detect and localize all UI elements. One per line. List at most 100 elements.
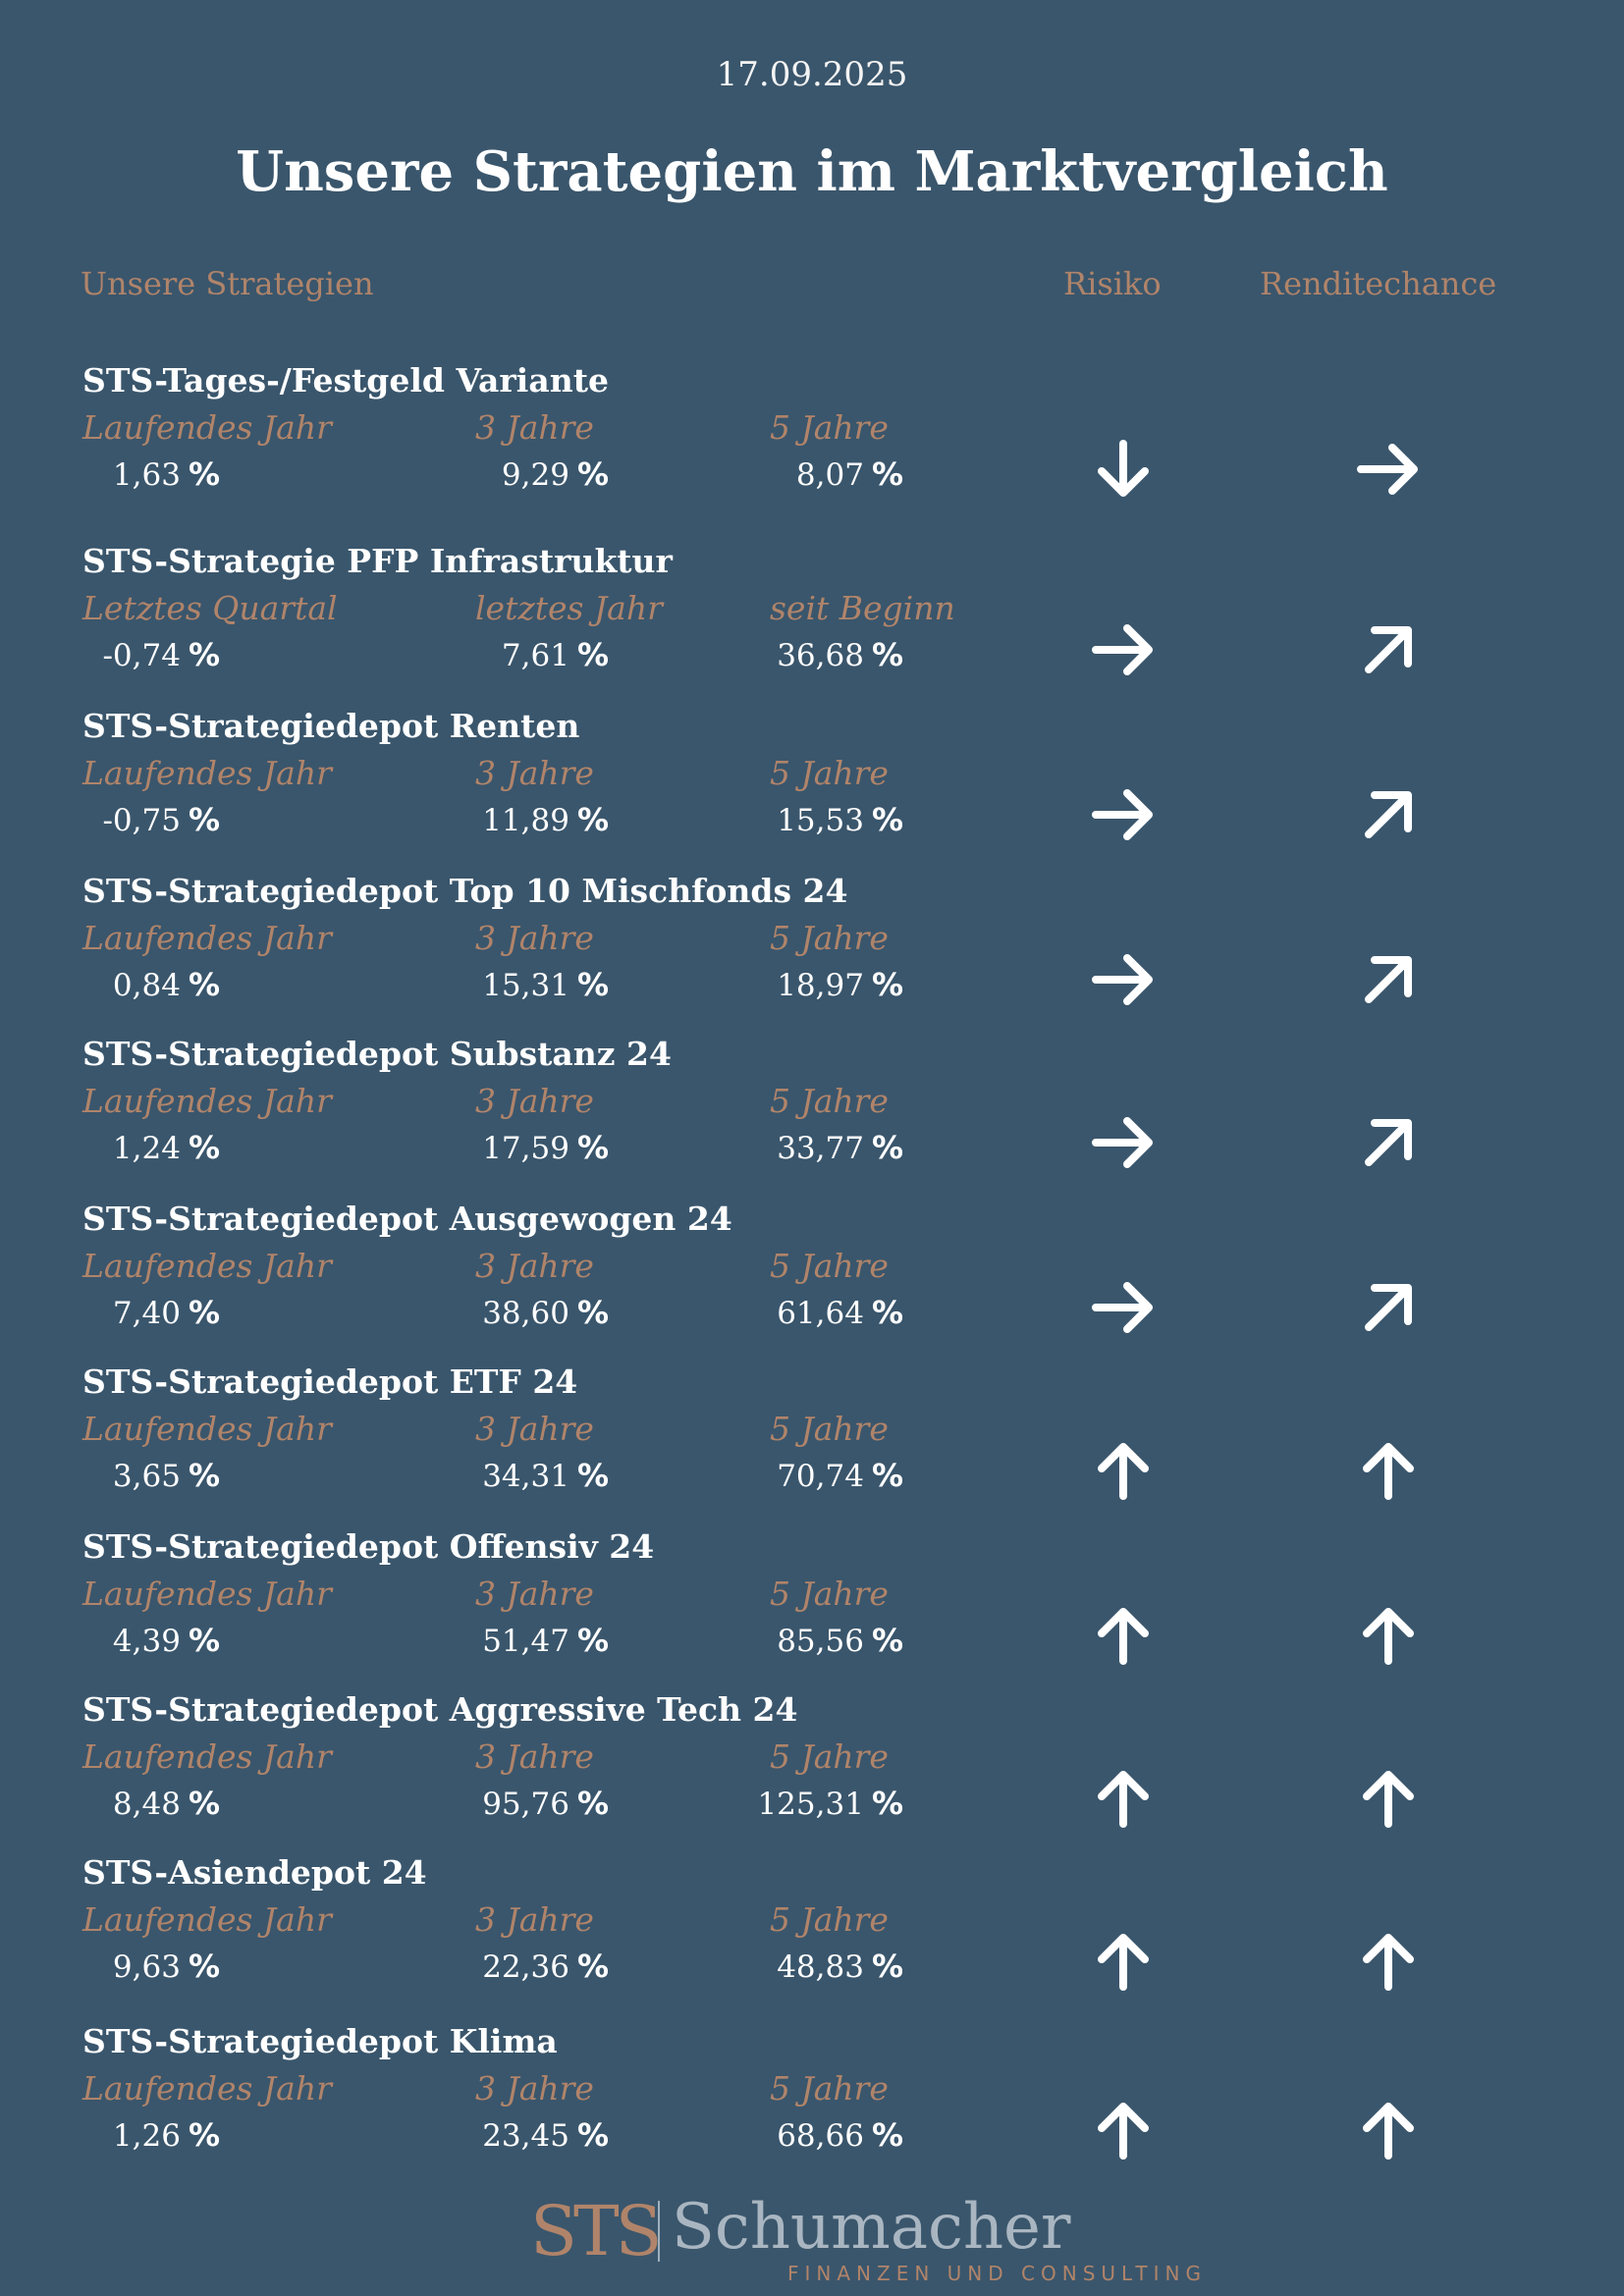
chance-arrow-up-icon — [1353, 1763, 1424, 1834]
performance-value: 18,97% — [707, 966, 903, 1003]
chance-arrow-up-right-icon — [1353, 1272, 1424, 1343]
performance-value: 1,24% — [24, 1129, 220, 1166]
strategy-row: STS-Strategiedepot Offensiv 24 Laufendes … — [0, 1527, 1624, 1692]
percent-sign: % — [576, 2116, 609, 2154]
period-label: 5 Jahre — [770, 1900, 889, 1939]
percent-sign: % — [871, 1129, 903, 1166]
period-label: Laufendes Jahr — [82, 1082, 332, 1120]
strategy-name: STS-Tages-/Festgeld Variante — [82, 361, 609, 400]
period-label: Laufendes Jahr — [82, 1900, 332, 1939]
value-number: 1,63 — [112, 457, 181, 493]
value-number: 3,65 — [112, 1459, 181, 1494]
performance-value: 0,84% — [24, 966, 220, 1003]
percent-sign: % — [188, 1129, 220, 1166]
period-label: 3 Jahre — [475, 2069, 594, 2108]
value-number: 1,26 — [112, 2118, 181, 2154]
risk-arrow-up-icon — [1088, 1435, 1159, 1506]
strategy-row: STS-Strategie PFP Infrastruktur Letztes Q… — [0, 542, 1624, 707]
percent-sign: % — [871, 1457, 903, 1494]
value-number: 9,29 — [501, 457, 569, 493]
percent-sign: % — [188, 2116, 220, 2154]
percent-sign: % — [871, 2116, 903, 2154]
strategy-row: STS-Strategiedepot Ausgewogen 24 Laufende… — [0, 1200, 1624, 1364]
logo-tagline: FINANZEN UND CONSULTING — [787, 2262, 1207, 2285]
performance-value: 48,83% — [707, 1948, 903, 1985]
period-label: 5 Jahre — [770, 1082, 889, 1120]
percent-sign: % — [576, 636, 609, 673]
value-number: -0,75 — [102, 803, 181, 838]
period-label: 3 Jahre — [475, 1247, 594, 1285]
value-number: 68,66 — [777, 2118, 864, 2154]
header-risk: Risiko — [1063, 265, 1162, 302]
performance-value: 7,40% — [24, 1294, 220, 1331]
value-number: 95,76 — [482, 1787, 569, 1822]
period-label: letztes Jahr — [475, 589, 663, 627]
performance-value: -0,75% — [24, 801, 220, 838]
risk-arrow-right-icon — [1088, 1272, 1159, 1343]
period-label: seit Beginn — [770, 589, 955, 627]
percent-sign: % — [871, 801, 903, 838]
period-label: 5 Jahre — [770, 1737, 889, 1776]
period-label: Laufendes Jahr — [82, 919, 332, 957]
percent-sign: % — [188, 801, 220, 838]
performance-value: 125,31% — [707, 1785, 903, 1822]
value-number: 85,56 — [777, 1624, 864, 1659]
risk-arrow-down-icon — [1088, 434, 1159, 505]
value-number: 8,07 — [795, 457, 864, 493]
period-label: Laufendes Jahr — [82, 2069, 332, 2108]
period-label: Laufendes Jahr — [82, 1247, 332, 1285]
chance-arrow-up-icon — [1353, 2095, 1424, 2165]
performance-value: 70,74% — [707, 1457, 903, 1494]
performance-value: 7,61% — [412, 636, 609, 673]
period-label: Laufendes Jahr — [82, 408, 332, 447]
value-number: 7,61 — [501, 638, 569, 673]
value-number: 61,64 — [777, 1296, 864, 1331]
performance-value: 51,47% — [412, 1622, 609, 1659]
logo-divider — [658, 2201, 660, 2262]
percent-sign: % — [188, 966, 220, 1003]
performance-value: -0,74% — [24, 636, 220, 673]
value-number: 33,77 — [777, 1131, 864, 1166]
percent-sign: % — [871, 455, 903, 493]
strategy-name: STS-Asiendepot 24 — [82, 1853, 427, 1892]
header-strategies: Unsere Strategien — [81, 265, 374, 302]
value-number: 9,63 — [112, 1949, 181, 1985]
value-number: 51,47 — [482, 1624, 569, 1659]
period-label: 3 Jahre — [475, 1900, 594, 1939]
period-label: Laufendes Jahr — [82, 754, 332, 792]
logo-mark: STS — [530, 2191, 663, 2271]
header-chance: Renditechance — [1260, 265, 1497, 302]
value-number: 1,24 — [112, 1131, 181, 1166]
strategy-row: STS-Strategiedepot Renten Laufendes Jahr -… — [0, 707, 1624, 872]
value-number: 125,31 — [757, 1787, 864, 1822]
value-number: 38,60 — [482, 1296, 569, 1331]
performance-value: 8,48% — [24, 1785, 220, 1822]
percent-sign: % — [576, 1457, 609, 1494]
value-number: 34,31 — [482, 1459, 569, 1494]
risk-arrow-up-icon — [1088, 1926, 1159, 1997]
strategy-row: STS-Strategiedepot Top 10 Mischfonds 24 L… — [0, 872, 1624, 1037]
period-label: 5 Jahre — [770, 2069, 889, 2108]
strategy-name: STS-Strategie PFP Infrastruktur — [82, 542, 673, 580]
logo-name: Schumacher — [672, 2191, 1071, 2264]
period-label: Laufendes Jahr — [82, 1737, 332, 1776]
chance-arrow-up-icon — [1353, 1435, 1424, 1506]
performance-value: 1,26% — [24, 2116, 220, 2154]
value-number: 36,68 — [777, 638, 864, 673]
performance-value: 38,60% — [412, 1294, 609, 1331]
period-label: 3 Jahre — [475, 1082, 594, 1120]
period-label: 3 Jahre — [475, 1575, 594, 1613]
strategy-name: STS-Strategiedepot Aggressive Tech 24 — [82, 1690, 798, 1729]
strategy-row: STS-Asiendepot 24 Laufendes Jahr 9,63% 3 Ja… — [0, 1853, 1624, 2018]
period-label: 5 Jahre — [770, 1575, 889, 1613]
risk-arrow-right-icon — [1088, 1107, 1159, 1178]
performance-value: 1,63% — [24, 455, 220, 493]
period-label: 5 Jahre — [770, 1247, 889, 1285]
performance-value: 22,36% — [412, 1948, 609, 1985]
chance-arrow-up-icon — [1353, 1926, 1424, 1997]
percent-sign: % — [576, 801, 609, 838]
value-number: 15,53 — [777, 803, 864, 838]
risk-arrow-right-icon — [1088, 779, 1159, 850]
performance-value: 36,68% — [707, 636, 903, 673]
percent-sign: % — [576, 1294, 609, 1331]
